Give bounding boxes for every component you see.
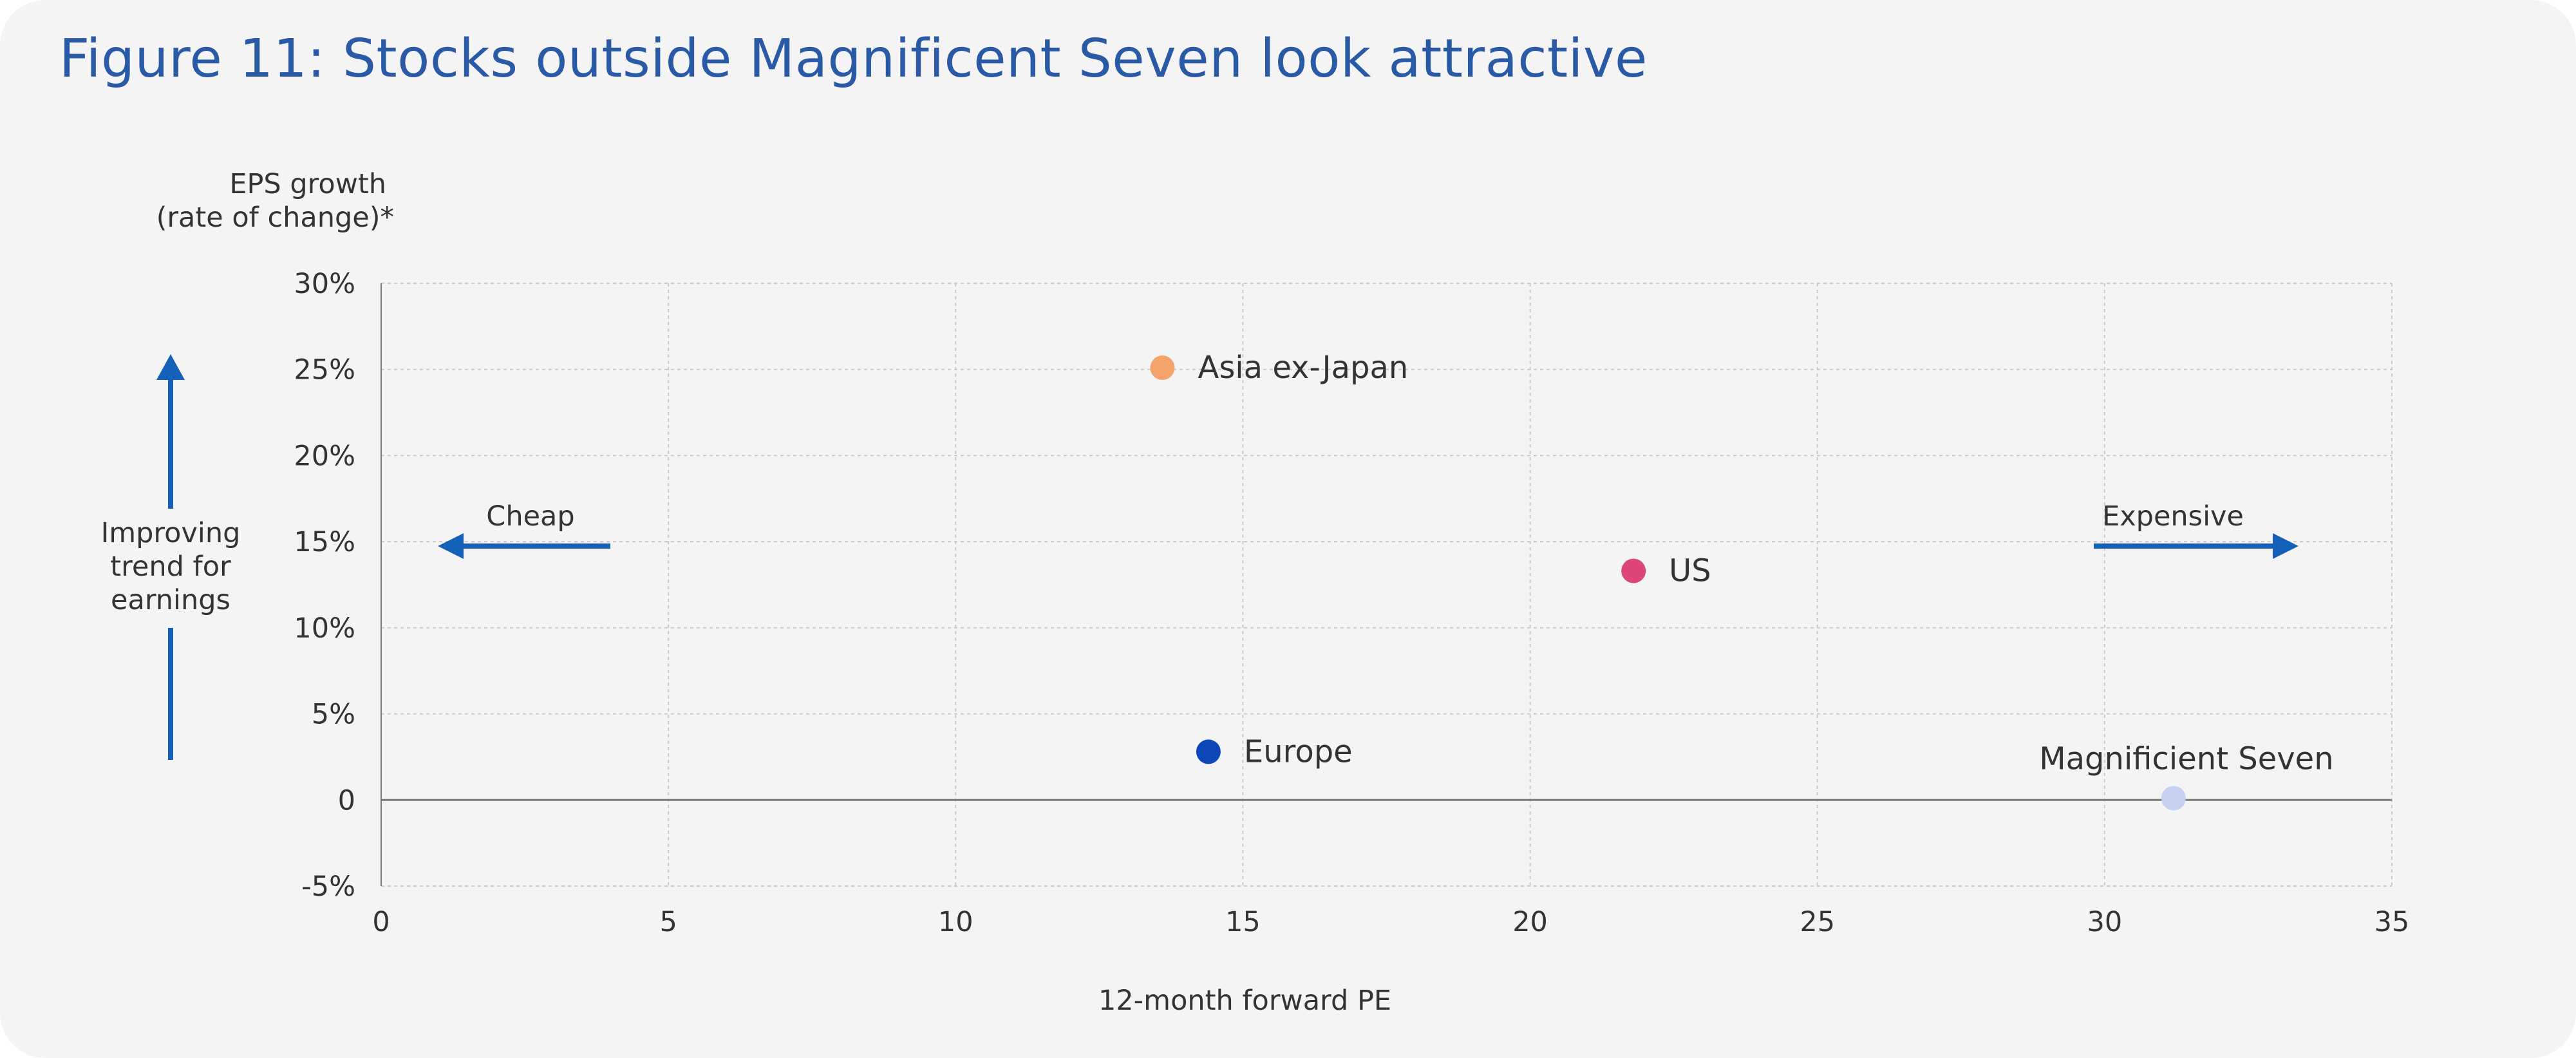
y-tick-label: 10% — [294, 612, 355, 645]
data-point — [1621, 558, 1646, 583]
y-axis-label-line-2: (rate of change)* — [156, 202, 394, 234]
y-axis-label-line-1: EPS growth — [229, 168, 386, 200]
y-tick-label: 15% — [294, 526, 355, 558]
data-point-label: Magnificient Seven — [2039, 741, 2333, 777]
improving-trend-annotation: Improving trend for earnings — [101, 354, 241, 760]
x-tick-label: 35 — [2374, 906, 2410, 938]
cheap-annotation: Cheap — [438, 500, 610, 559]
x-tick-label: 5 — [659, 906, 677, 938]
cheap-label: Cheap — [486, 500, 574, 533]
data-point — [2161, 786, 2186, 811]
data-point — [1150, 355, 1175, 381]
y-axis-label: EPS growth (rate of change)* — [156, 168, 394, 234]
x-tick-label: 10 — [938, 906, 973, 938]
improving-label-line-2: trend for — [110, 551, 231, 583]
expensive-annotation: Expensive — [2094, 500, 2299, 559]
left-arrow-icon — [438, 533, 464, 559]
y-tick-labels: -5% 0 5% 10% 15% 20% 25% 30% — [294, 268, 355, 903]
right-arrow-icon — [2273, 533, 2299, 559]
x-tick-label: 25 — [1800, 906, 1835, 938]
grid — [381, 283, 2393, 887]
x-tick-label: 20 — [1512, 906, 1548, 938]
up-arrow-icon — [156, 354, 185, 380]
x-tick-labels: 0 5 10 15 20 25 30 35 — [372, 906, 2409, 938]
x-tick-label: 15 — [1225, 906, 1261, 938]
x-tick-label: 30 — [2087, 906, 2122, 938]
data-points: Asia ex-Japan US Europe Magnificient Seven — [1150, 350, 2334, 811]
expensive-label: Expensive — [2102, 500, 2244, 533]
y-tick-label: -5% — [301, 871, 355, 903]
y-tick-label: 25% — [294, 354, 355, 386]
axes — [381, 283, 2392, 886]
data-point — [1196, 739, 1221, 764]
x-tick-label: 0 — [372, 906, 390, 938]
data-point-label: Asia ex-Japan — [1198, 350, 1409, 386]
y-tick-label: 0 — [338, 784, 355, 817]
page-title: Figure 11: Stocks outside Magnificent Se… — [59, 28, 1648, 90]
improving-label-line-1: Improving — [101, 517, 241, 549]
y-tick-label: 5% — [312, 699, 355, 731]
improving-label-line-3: earnings — [111, 584, 230, 616]
data-point-label: US — [1669, 553, 1711, 589]
y-tick-label: 30% — [294, 268, 355, 300]
y-tick-label: 20% — [294, 440, 355, 472]
data-point-label: Europe — [1244, 733, 1353, 770]
x-axis-label: 12-month forward PE — [1098, 985, 1391, 1017]
